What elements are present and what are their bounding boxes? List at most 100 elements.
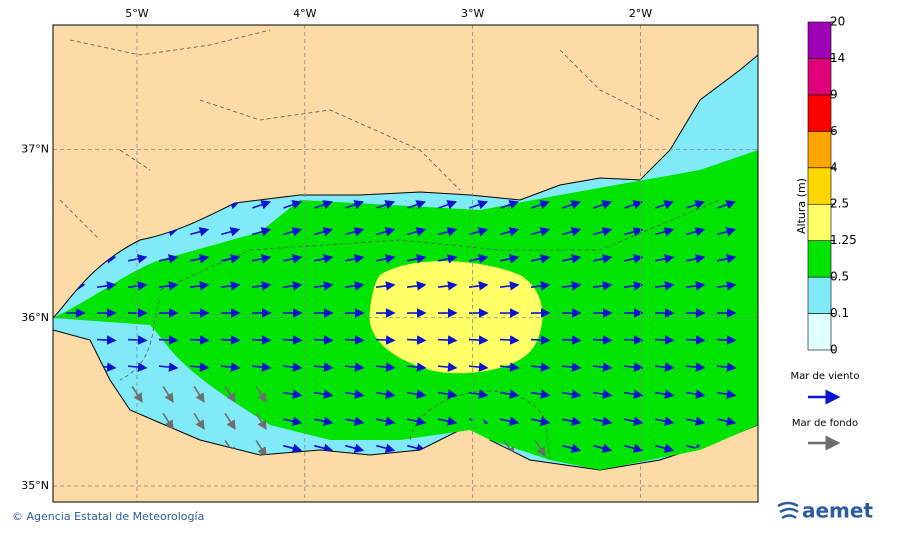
wind-arrow	[220, 362, 241, 372]
wind-arrow	[499, 281, 520, 291]
wind-arrow	[717, 416, 737, 426]
wind-arrow	[654, 281, 675, 291]
wind-arrow	[283, 227, 303, 237]
wind-arrow	[686, 227, 706, 237]
wind-arrow	[500, 227, 520, 237]
wind-arrow	[407, 200, 427, 210]
colorbar-label: 20	[830, 15, 845, 29]
wind-arrow	[716, 335, 737, 345]
wind-arrow	[592, 335, 613, 345]
wind-arrow	[592, 281, 613, 291]
wind-arrow	[314, 227, 334, 237]
wind-arrow	[158, 362, 179, 372]
colorbar-segment	[807, 94, 832, 132]
wind-arrow	[283, 254, 303, 264]
colorbar-segment	[807, 131, 832, 169]
wind-arrow	[500, 254, 520, 264]
wind-arrow	[624, 416, 644, 426]
swell-arrow	[193, 385, 205, 403]
wind-arrow	[592, 362, 613, 372]
wind-arrow	[282, 281, 303, 291]
wind-arrow	[375, 362, 396, 372]
wind-arrow	[313, 389, 334, 399]
wind-arrow	[376, 227, 396, 237]
borders	[59, 29, 721, 461]
wind-arrow	[438, 416, 458, 426]
wind-arrow	[252, 254, 272, 264]
wind-arrow	[717, 200, 737, 210]
wind-arrow	[530, 389, 551, 399]
colorbar-label: 4	[830, 160, 838, 174]
wind-arrow	[561, 362, 582, 372]
aemet-logo: aemet	[777, 499, 873, 523]
wind-arrow	[345, 200, 365, 210]
wind-arrow	[189, 362, 210, 372]
wind-arrow	[438, 227, 458, 237]
wind-arrow	[531, 254, 551, 264]
wind-arrow	[189, 281, 210, 291]
wind-arrow	[375, 281, 396, 291]
y-tick-label: 36°N	[21, 311, 49, 324]
wind-arrow	[251, 335, 272, 345]
swell-arrow	[255, 385, 267, 403]
swell-arrow	[255, 439, 267, 457]
wind-arrow	[159, 254, 179, 264]
wind-arrow	[500, 416, 520, 426]
wind-arrow	[562, 227, 582, 237]
wind-arrow	[716, 362, 737, 372]
wind-arrow	[190, 254, 210, 264]
graticule	[53, 25, 758, 502]
wind-arrow	[437, 281, 458, 291]
wind-arrow	[407, 254, 427, 264]
wind-arrow	[562, 416, 582, 426]
swell-arrow	[162, 412, 174, 430]
wind-arrow	[406, 281, 427, 291]
wind-arrow	[314, 416, 334, 426]
wind-arrow	[655, 443, 675, 453]
wind-arrow	[314, 254, 334, 264]
wind-arrow	[344, 335, 365, 345]
wind-arrow	[158, 335, 179, 345]
wind-arrow	[655, 227, 675, 237]
colorbar: 0 0.1 0.5 1.25 2.5 4 6 9 14 20	[807, 15, 857, 357]
wind-arrow	[407, 227, 427, 237]
colorbar-segment	[807, 167, 832, 205]
colorbar-label: 6	[830, 124, 838, 138]
wind-arrow	[623, 389, 644, 399]
wind-arrow	[593, 227, 613, 237]
colorbar-label: 2.5	[830, 197, 849, 211]
colorbar-label: 14	[830, 51, 845, 65]
wind-arrow	[654, 389, 675, 399]
wind-arrow	[376, 254, 396, 264]
wind-arrow	[592, 389, 613, 399]
wind-arrow	[469, 254, 489, 264]
wind-arrow	[96, 335, 117, 345]
wind-arrow	[562, 443, 582, 453]
colorbar-segment	[807, 276, 832, 314]
wind-arrow	[561, 335, 582, 345]
wind-arrow	[313, 362, 334, 372]
wind-arrow	[282, 335, 303, 345]
wind-arrow	[593, 416, 613, 426]
wind-arrow	[531, 200, 551, 210]
swell-arrow	[131, 385, 143, 403]
wind-arrow	[189, 335, 210, 345]
wind-sea-label: Mar de viento	[791, 371, 860, 382]
wind-arrow	[469, 200, 489, 210]
wind-arrow	[499, 389, 520, 399]
colorbar-label: 0.5	[830, 270, 849, 284]
wind-arrow	[716, 389, 737, 399]
wind-arrow	[252, 227, 272, 237]
wind-arrow	[716, 281, 737, 291]
wind-arrow	[685, 362, 706, 372]
wind-arrow	[624, 254, 644, 264]
wind-arrow	[469, 227, 489, 237]
wind-arrow	[283, 416, 303, 426]
wind-arrow	[313, 281, 334, 291]
wind-arrow	[344, 389, 365, 399]
wind-arrow	[655, 416, 675, 426]
wind-arrow	[437, 362, 458, 372]
wind-arrow	[561, 281, 582, 291]
wind-arrow	[530, 335, 551, 345]
